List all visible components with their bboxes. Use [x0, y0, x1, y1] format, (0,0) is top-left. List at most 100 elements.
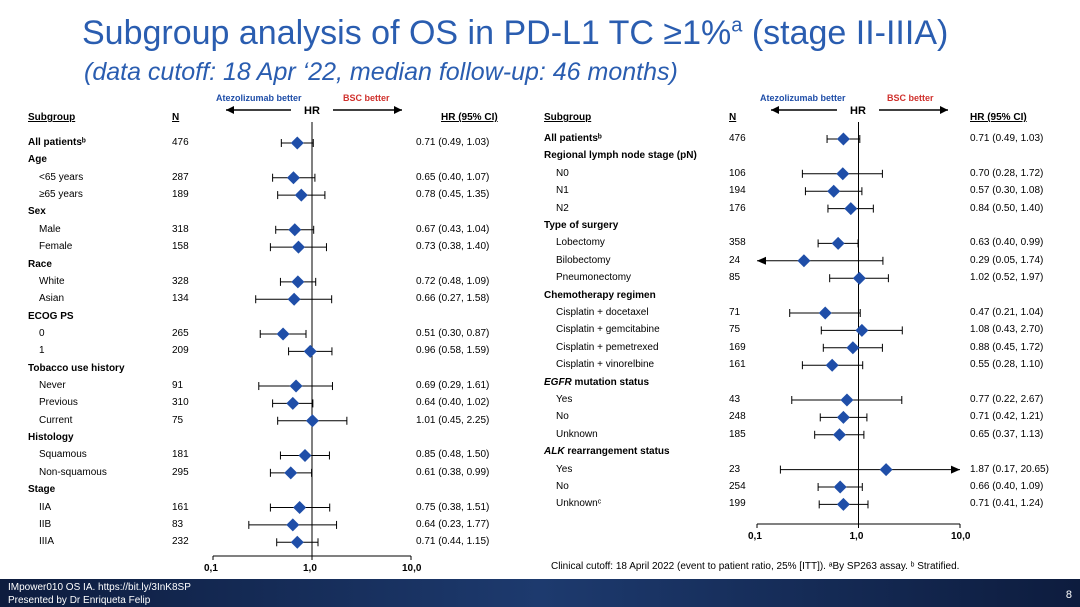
page-title: Subgroup analysis of OS in PD-L1 TC ≥1%a…	[82, 14, 949, 52]
right-row-label: N1	[556, 185, 569, 197]
left-row-hr-ci: 0.78 (0.45, 1.35)	[416, 189, 490, 201]
left-row-n: 83	[172, 518, 184, 530]
right-hr-marker	[833, 428, 847, 442]
right-row-hr-ci: 0.84 (0.50, 1.40)	[970, 202, 1044, 214]
right-header-subgroup: Subgroup	[544, 112, 592, 123]
right-row-n: 254	[729, 481, 746, 492]
left-row-n: 181	[172, 449, 189, 461]
left-row-label: Never	[39, 380, 66, 392]
right-hr-marker	[797, 254, 811, 268]
right-hr-marker	[827, 184, 841, 198]
right-row-hr-ci: 0.71 (0.41, 1.24)	[970, 498, 1044, 510]
right-hr-marker	[836, 410, 850, 424]
right-row-n: 23	[729, 463, 741, 475]
left-row-label: ECOG PS	[28, 310, 74, 322]
left-row-hr-ci: 0.65 (0.40, 1.07)	[416, 171, 490, 183]
right-row-label: EGFR mutation status	[544, 376, 650, 388]
left-hr-marker	[284, 466, 298, 480]
right-row-hr-ci: 0.77 (0.22, 2.67)	[970, 394, 1044, 405]
right-hr-marker	[831, 236, 845, 250]
left-row-n: 265	[172, 327, 189, 339]
left-header-subgroup: Subgroup	[28, 112, 76, 123]
left-row-hr-ci: 0.64 (0.23, 1.77)	[416, 518, 490, 530]
right-row-hr-ci: 0.47 (0.21, 1.04)	[970, 307, 1044, 318]
left-hr-marker	[286, 518, 300, 532]
right-row-label: Lobectomy	[556, 237, 605, 249]
left-row-hr-ci: 0.85 (0.48, 1.50)	[416, 449, 490, 461]
footer-citation: IMpower010 OS IA. https://bit.ly/3InK8SP	[8, 582, 191, 593]
left-hr-marker	[288, 223, 302, 237]
right-row-hr-ci: 0.71 (0.42, 1.21)	[970, 411, 1044, 423]
right-row-hr-ci: 0.63 (0.40, 0.99)	[970, 237, 1044, 249]
right-hr-marker	[844, 202, 858, 216]
left-hr-marker	[286, 171, 300, 185]
left-row-n: 295	[172, 466, 189, 478]
left-x-tick-label: 1,0	[303, 563, 317, 574]
left-hr-marker	[291, 275, 305, 289]
right-ci-arrow-low	[757, 256, 766, 265]
right-ci-arrow-high	[951, 465, 960, 474]
left-row-n: 310	[172, 397, 189, 409]
left-x-tick-label: 0,1	[204, 563, 218, 574]
left-direction-atezolizumab: Atezolizumab better	[216, 93, 302, 103]
left-arrow-left-head	[226, 106, 234, 114]
left-header-n: N	[172, 112, 180, 123]
right-hr-marker	[846, 341, 860, 355]
right-x-tick-label: 0,1	[748, 531, 762, 542]
right-row-label: Chemotherapy regimen	[544, 289, 656, 301]
right-hr-marker	[852, 271, 866, 285]
right-row-label: Pneumonectomy	[556, 272, 632, 284]
right-hr-marker	[833, 480, 847, 494]
left-row-label: Sex	[28, 206, 46, 218]
right-row-hr-ci: 0.88 (0.45, 1.72)	[970, 341, 1044, 353]
left-row-label: All patientsᵇ	[28, 137, 86, 148]
right-row-n: 185	[729, 428, 746, 440]
right-row-label: N2	[556, 202, 569, 214]
right-row-label: N0	[556, 167, 569, 179]
right-row-label: ALK rearrangement status	[544, 446, 670, 458]
left-row-n: 328	[172, 275, 189, 287]
left-row-label: Current	[39, 414, 73, 426]
left-row-label: Tobacco use history	[28, 362, 125, 374]
right-row-n: 43	[729, 394, 741, 405]
left-row-label: <65 years	[39, 171, 84, 183]
right-row-hr-ci: 1.02 (0.52, 1.97)	[970, 272, 1044, 284]
right-row-label: Unknown	[556, 428, 598, 440]
left-row-n: 287	[172, 171, 189, 183]
right-arrow-left-head	[771, 106, 779, 114]
right-row-n: 85	[729, 272, 741, 284]
right-row-n: 248	[729, 411, 746, 423]
left-row-hr-ci: 0.64 (0.40, 1.02)	[416, 397, 490, 409]
left-row-n: 75	[172, 414, 184, 426]
left-row-label: Asian	[39, 293, 65, 305]
right-row-label: No	[556, 411, 569, 423]
left-row-hr-ci: 0.67 (0.43, 1.04)	[416, 223, 490, 235]
left-row-hr-ci: 0.66 (0.27, 1.58)	[416, 293, 490, 305]
right-row-hr-ci: 0.57 (0.30, 1.08)	[970, 185, 1044, 197]
left-row-label: 1	[39, 345, 45, 357]
left-row-hr-ci: 0.73 (0.38, 1.40)	[416, 241, 490, 253]
right-row-label: All patientsᵇ	[544, 133, 602, 144]
left-row-label: Stage	[28, 484, 56, 496]
left-row-label: 0	[39, 327, 45, 339]
left-direction-bsc: BSC better	[343, 93, 390, 103]
left-row-n: 189	[172, 189, 189, 201]
right-hr-marker	[879, 463, 893, 477]
left-hr-marker	[287, 292, 301, 306]
right-row-label: Cisplatin + docetaxel	[556, 307, 649, 318]
left-hr-marker	[286, 396, 300, 410]
right-row-label: Cisplatin + gemcitabine	[556, 324, 660, 336]
right-row-hr-ci: 1.87 (0.17, 20.65)	[970, 463, 1049, 475]
right-row-hr-ci: 0.71 (0.49, 1.03)	[970, 133, 1044, 144]
right-row-hr-ci: 0.29 (0.05, 1.74)	[970, 254, 1044, 266]
right-row-hr-ci: 0.70 (0.28, 1.72)	[970, 167, 1044, 179]
right-row-n: 161	[729, 359, 746, 371]
right-direction-atezolizumab: Atezolizumab better	[760, 93, 846, 103]
right-row-n: 476	[729, 133, 746, 144]
right-row-label: Cisplatin + vinorelbine	[556, 359, 655, 371]
right-row-label: Cisplatin + pemetrexed	[556, 341, 659, 353]
right-row-hr-ci: 1.08 (0.43, 2.70)	[970, 324, 1044, 336]
right-row-label: Bilobectomy	[556, 254, 611, 266]
left-arrow-right-head	[394, 106, 402, 114]
